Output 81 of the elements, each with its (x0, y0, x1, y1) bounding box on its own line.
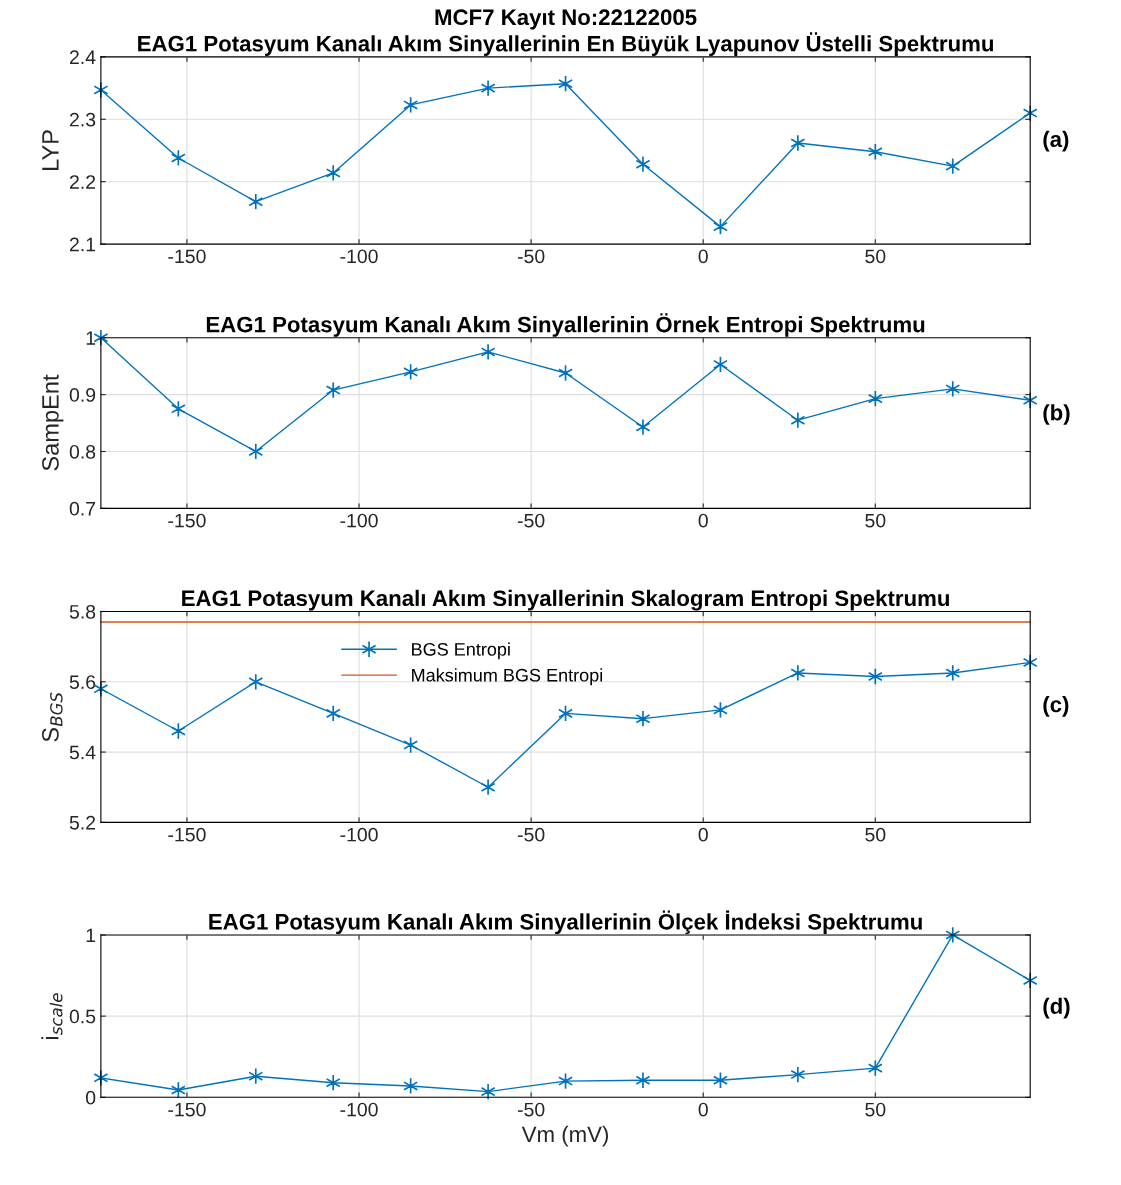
point (867, 390, 883, 408)
x-tick-label: -150 (168, 827, 206, 842)
y-tick-label: 5.2 (69, 815, 96, 830)
point (248, 1067, 264, 1085)
y-tick-label: 0.5 (69, 1009, 96, 1024)
y-tick-label: 0.9 (69, 388, 96, 402)
point (945, 157, 961, 175)
text: (a) (1043, 130, 1069, 152)
x-tick-label: 50 (865, 249, 886, 264)
text: (c) (1043, 696, 1069, 717)
point (790, 664, 806, 682)
point (248, 443, 264, 460)
text: (b) (1043, 404, 1070, 425)
text: (d) (1043, 997, 1070, 1019)
x-tick-label: -100 (340, 1102, 378, 1117)
point (170, 722, 186, 740)
y-tick-label: 1 (86, 331, 96, 345)
x-tick-label: 0 (698, 827, 708, 842)
chart-title: EAG1 Potasyum Kanalı Akım Sinyallerinin Örnek Entropi Spektrumu (206, 313, 925, 337)
x-tick-label: -150 (168, 1102, 206, 1117)
point (480, 778, 496, 796)
y-tick-label: 5.8 (69, 604, 96, 619)
y-tick-label: 5.4 (69, 745, 96, 760)
point (325, 704, 341, 722)
point (480, 79, 496, 97)
point (480, 343, 496, 361)
y-tick-label: 1 (86, 928, 96, 943)
point (170, 400, 186, 418)
x-tick-label: 0 (698, 249, 708, 264)
point (170, 149, 186, 167)
y-tick-label: 0.7 (69, 501, 96, 516)
chart-title: EAG1 Potasyum Kanalı Akım Sinyallerinin Skalogram Entropi Spektrumu (182, 589, 949, 611)
y-tick-label: 5.6 (69, 675, 96, 690)
point (867, 143, 883, 161)
x-tick-label: 50 (865, 1102, 886, 1117)
x-tick-label: -150 (168, 249, 206, 264)
x-tick-label: -50 (517, 1102, 545, 1117)
x-tick-label: -50 (517, 513, 545, 528)
point (867, 668, 883, 685)
point (635, 418, 651, 436)
point (945, 664, 961, 682)
x-tick-label: -150 (168, 513, 206, 528)
x-tick-label: 0 (698, 1102, 708, 1117)
x-axis-title: Vm (mV) (521, 1125, 608, 1147)
x-tick-label: -50 (517, 249, 545, 264)
x-tick-label: -100 (340, 827, 378, 842)
x-tick-label: 50 (865, 513, 886, 528)
chart-title: EAG1 Potasyum Kanalı Akım Sinyallerinin Ölçek İndeksi Spektrumu (209, 910, 922, 935)
x-tick-label: -50 (517, 827, 545, 842)
y-tick-label: 2.2 (69, 175, 96, 189)
y-tick-label: 2.4 (69, 50, 96, 64)
x-tick-label: -100 (340, 249, 378, 264)
point (790, 134, 806, 152)
point (170, 1081, 186, 1099)
chart-title: MCF7 Kayıt No:22122005 EAG1 Potasyum Kanalı Akım Sinyallerinin En Büyük Lyapunov Üstelli Spektrumu (138, 9, 994, 56)
point (945, 380, 961, 398)
y-tick-label: 0 (85, 1090, 96, 1105)
point (867, 1059, 883, 1077)
legend-label: BGS Entropi (412, 642, 510, 660)
point (248, 673, 264, 691)
y-axis-title: i$_{scale}$ (41, 993, 63, 1039)
point (635, 1071, 651, 1089)
point (790, 1066, 806, 1084)
legend-label: Maksimum BGS Entropi (412, 668, 603, 686)
point (325, 381, 341, 399)
point (248, 193, 264, 211)
y-axis-title: S$_{BGS}$ (42, 692, 63, 742)
point (635, 710, 651, 728)
x-tick-label: 50 (865, 827, 886, 842)
y-axis-title: SampEnt (42, 374, 64, 471)
point (325, 164, 341, 182)
point (480, 1083, 496, 1101)
point (325, 1074, 341, 1092)
y-tick-label: 2.1 (69, 237, 96, 252)
y-tick-label: 0.8 (69, 444, 96, 459)
x-tick-label: -100 (340, 513, 378, 528)
y-tick-label: 2.3 (69, 112, 96, 127)
x-tick-label: 0 (698, 513, 708, 528)
y-axis-title: LYP (42, 130, 59, 170)
point (790, 411, 806, 429)
point (635, 155, 651, 173)
